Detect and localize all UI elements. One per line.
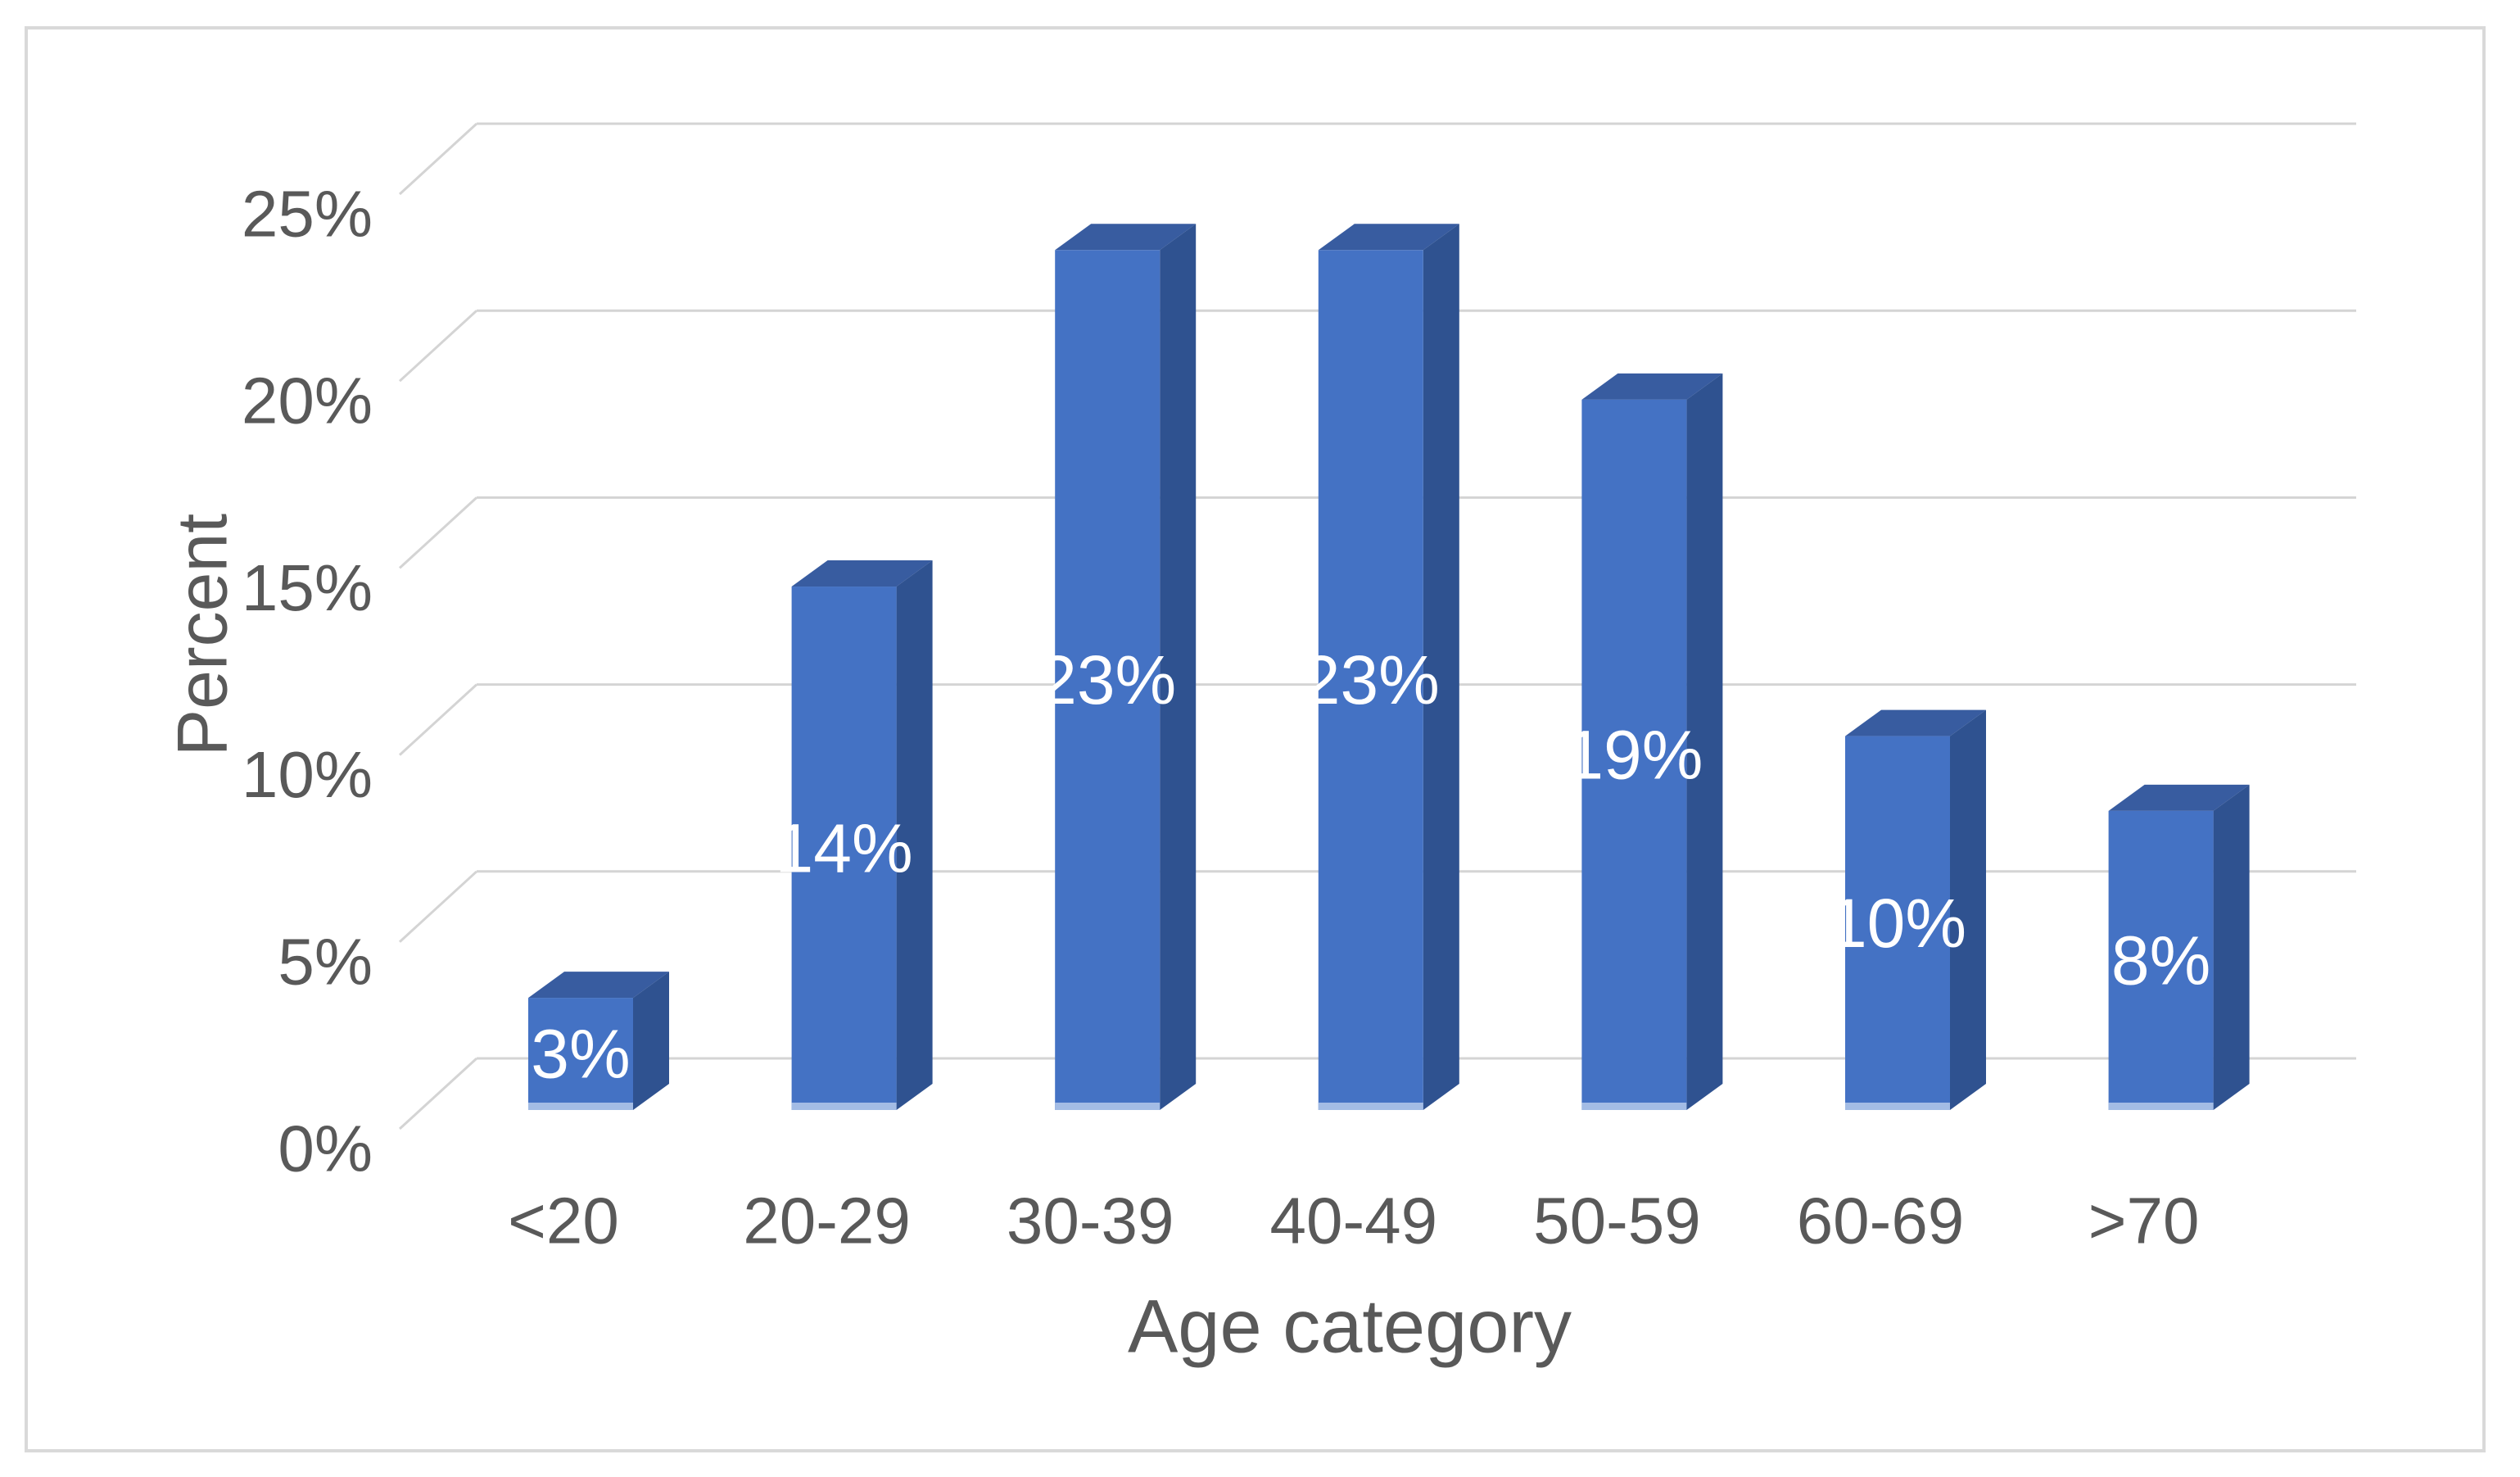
bar-top-face xyxy=(1318,224,1459,251)
y-tick-label: 0% xyxy=(278,1112,373,1185)
bar-base-strip xyxy=(1581,1103,1687,1110)
bar xyxy=(1055,250,1160,1110)
bar-base-strip xyxy=(791,1103,897,1110)
y-tick-label: 20% xyxy=(242,365,373,437)
bar-value-label: 19% xyxy=(1565,716,1703,793)
bar xyxy=(1581,399,1687,1111)
bar xyxy=(1318,250,1423,1110)
x-category-label: 40-49 xyxy=(1269,1185,1437,1257)
bar-base-strip xyxy=(1845,1103,1950,1110)
bar-side-face xyxy=(633,972,669,1110)
bar xyxy=(2108,810,2214,1110)
x-axis-title: Age category xyxy=(1127,1284,1572,1369)
gridline-diagonal xyxy=(398,310,478,383)
bar-top-face xyxy=(1845,709,1986,736)
gridline-diagonal xyxy=(398,122,478,196)
bar-value-label: 14% xyxy=(776,810,913,887)
bar-value-label: 23% xyxy=(1038,641,1176,718)
y-tick-label: 15% xyxy=(242,551,373,624)
bar-value-label: 3% xyxy=(531,1016,630,1093)
bar-side-face xyxy=(2213,784,2250,1110)
chart-border xyxy=(25,26,2486,1452)
bar-side-face xyxy=(1423,224,1459,1110)
bar-side-face xyxy=(1160,224,1197,1110)
y-tick-label: 25% xyxy=(242,178,373,251)
x-category-label: 60-69 xyxy=(1797,1185,1965,1257)
y-tick-label: 5% xyxy=(278,925,373,998)
bar-top-face xyxy=(1581,373,1723,400)
bar-side-face xyxy=(1950,709,1986,1110)
gridline-diagonal xyxy=(398,496,478,569)
y-axis-title: Percent xyxy=(163,513,242,757)
bar xyxy=(791,587,897,1110)
x-category-label: >70 xyxy=(2088,1185,2200,1257)
bar-value-label: 8% xyxy=(2111,922,2210,999)
x-category-label: 30-39 xyxy=(1007,1185,1174,1257)
x-category-label: 20-29 xyxy=(743,1185,911,1257)
x-category-label: 50-59 xyxy=(1533,1185,1701,1257)
bar-value-label: 10% xyxy=(1829,885,1966,962)
x-category-label: <20 xyxy=(508,1185,619,1257)
bar-base-strip xyxy=(1318,1103,1423,1110)
bar-top-face xyxy=(528,972,669,999)
bar-value-label: 23% xyxy=(1302,641,1440,718)
y-tick-label: 10% xyxy=(242,738,373,811)
bar-side-face xyxy=(1686,373,1723,1111)
bar-top-face xyxy=(791,560,933,587)
bar xyxy=(528,998,633,1110)
gridline-diagonal xyxy=(398,870,478,943)
bar-base-strip xyxy=(1055,1103,1160,1110)
bar-top-face xyxy=(2108,784,2250,811)
bar xyxy=(1845,736,1950,1110)
bar-base-strip xyxy=(2108,1103,2214,1110)
gridline-diagonal xyxy=(398,1057,478,1130)
bar-top-face xyxy=(1055,224,1197,251)
bar-side-face xyxy=(896,560,933,1110)
gridline-diagonal xyxy=(398,683,478,756)
bar-base-strip xyxy=(528,1103,633,1110)
